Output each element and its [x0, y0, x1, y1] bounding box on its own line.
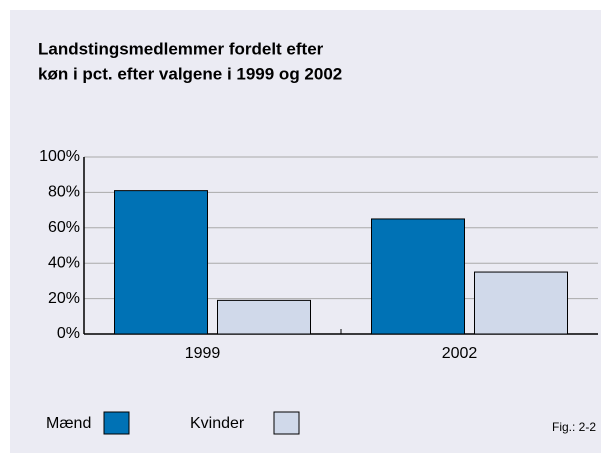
- chart-title: Landstingsmedlemmer fordelt efter: [38, 39, 324, 58]
- y-tick-label: 100%: [39, 148, 80, 165]
- y-tick-label: 60%: [48, 219, 80, 236]
- x-tick-label: 1999: [185, 345, 221, 362]
- legend-label: Mænd: [46, 415, 91, 432]
- legend-label: Kvinder: [190, 415, 245, 432]
- annotation: Fig.: 2-2: [552, 420, 596, 434]
- y-tick-label: 20%: [48, 290, 80, 307]
- bar: [371, 218, 465, 335]
- legend-swatch: [103, 411, 130, 435]
- bar: [474, 271, 568, 335]
- bar: [114, 190, 208, 335]
- y-tick-label: 40%: [48, 254, 80, 271]
- background: [10, 10, 601, 453]
- x-tick-label: 2002: [442, 345, 478, 362]
- y-tick-label: 0%: [57, 325, 80, 342]
- y-tick-label: 80%: [48, 184, 80, 201]
- chart-title: køn i pct. efter valgene i 1999 og 2002: [38, 64, 342, 83]
- legend-swatch: [273, 411, 300, 435]
- bar: [217, 299, 311, 335]
